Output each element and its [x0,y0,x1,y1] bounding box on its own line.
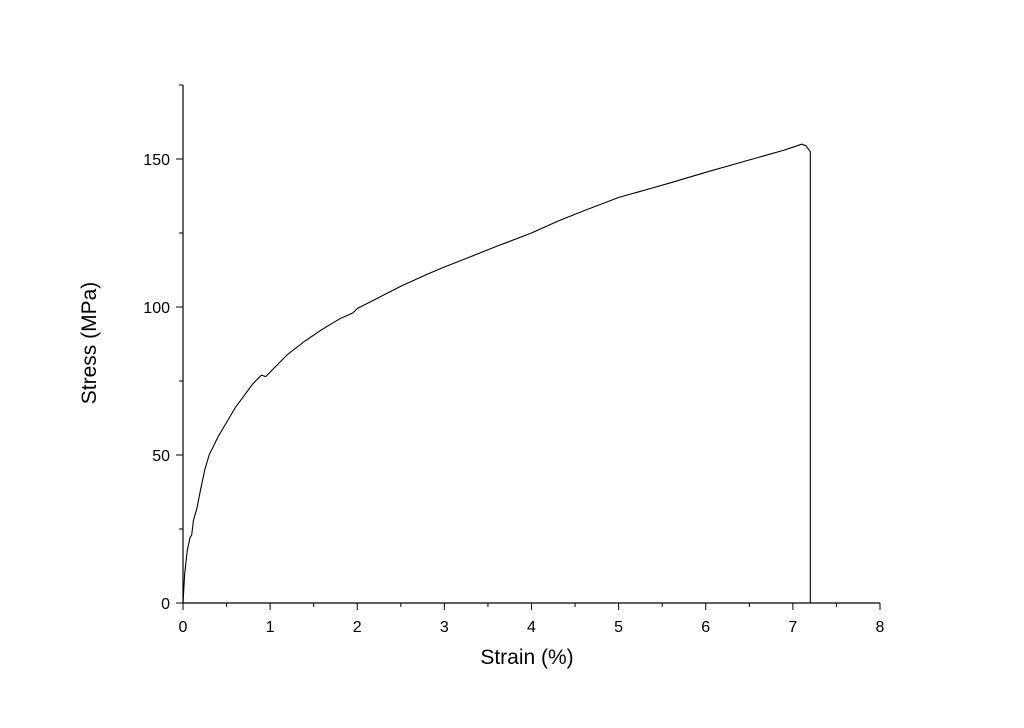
x-tick-label: 1 [266,619,275,636]
x-tick-label: 5 [614,619,623,636]
x-tick-label: 3 [440,619,449,636]
y-tick-label: 150 [143,152,170,169]
x-tick-label: 2 [353,619,362,636]
y-axis-title: Stress (MPa) [78,282,101,405]
y-tick-label: 100 [143,300,170,317]
x-tick-label: 0 [179,619,188,636]
axes: 0 1 2 3 4 5 6 7 8 0 50 100 150 [143,84,885,636]
x-axis-title: Strain (%) [480,646,573,669]
x-tick-label: 7 [788,619,797,636]
series-layer [182,143,811,604]
y-tick-label: 0 [161,596,170,613]
x-tick-label: 6 [701,619,710,636]
x-tick-label: 4 [527,619,536,636]
y-tick-label: 50 [152,448,170,465]
series-line-0 [182,143,811,604]
x-tick-label: 8 [876,619,885,636]
